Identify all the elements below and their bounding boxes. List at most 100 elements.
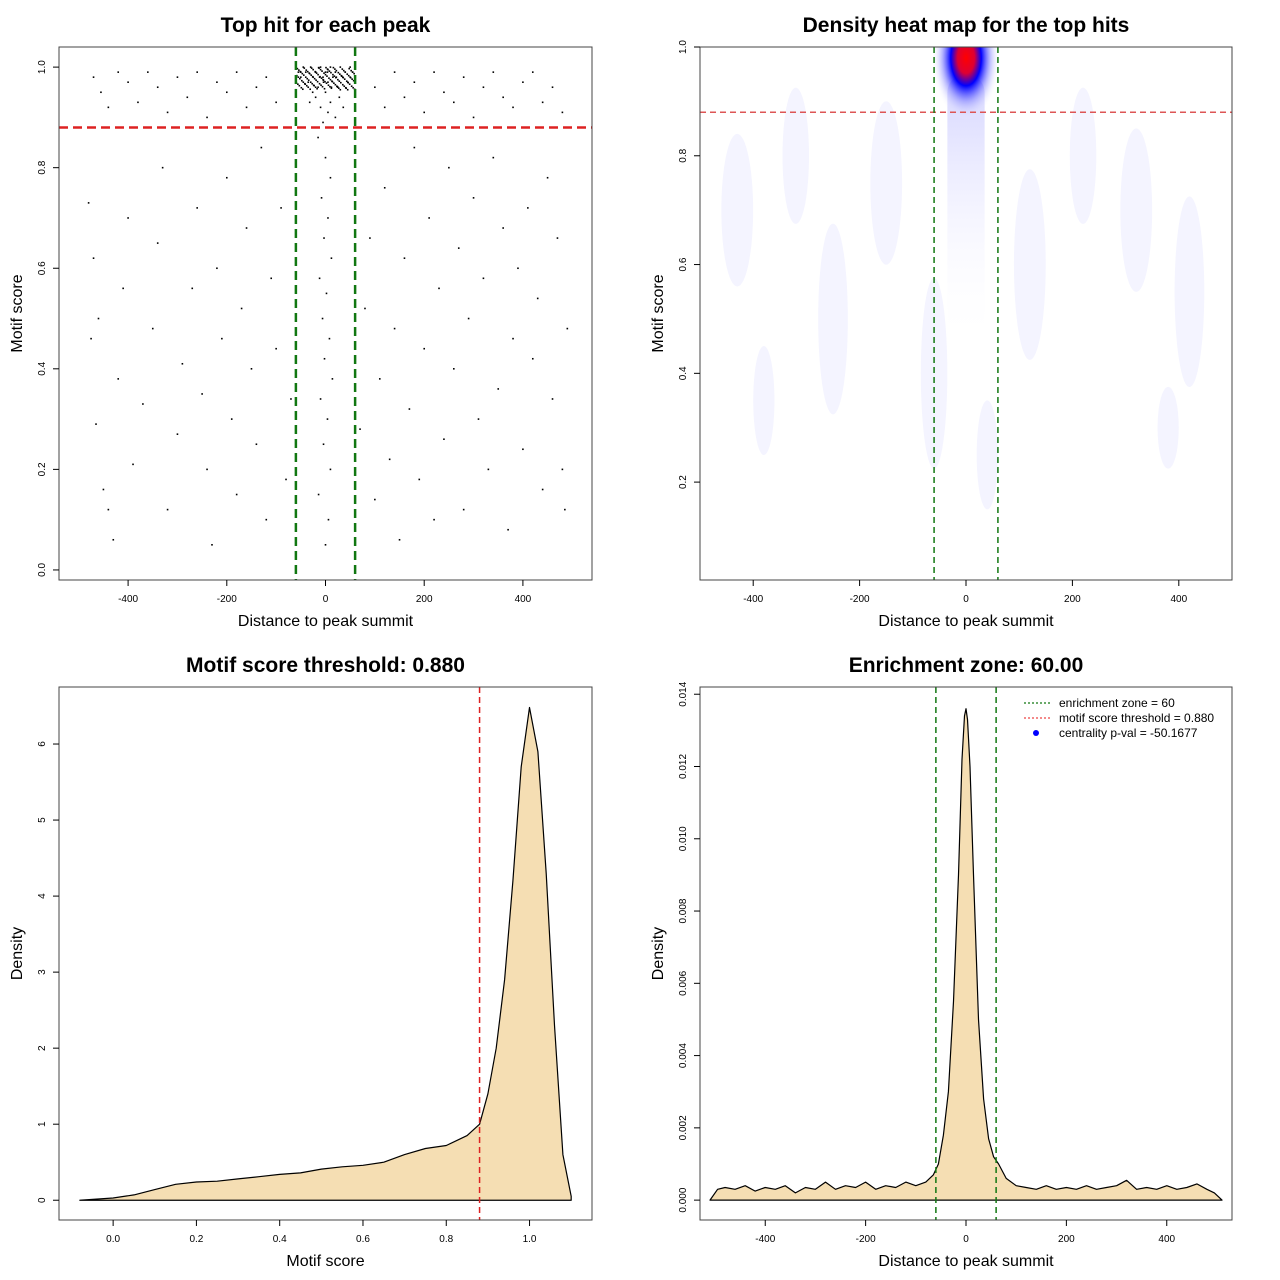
scatter-point [546, 176, 549, 179]
scatter-point [343, 78, 346, 80]
scatter-point [344, 86, 347, 89]
legend-label: motif score threshold = 0.880 [1059, 711, 1214, 725]
x-axis-label: Distance to peak summit [878, 613, 1054, 630]
scatter-point [225, 91, 228, 94]
scatter-point [310, 74, 312, 76]
scatter-point [341, 68, 344, 70]
scatter-point [306, 77, 309, 80]
scatter-point [443, 91, 445, 94]
scatter-point [336, 85, 338, 88]
scatter-point [306, 70, 309, 73]
scatter-point [433, 71, 435, 73]
plot-area [700, 47, 1232, 580]
scatter-point [319, 106, 322, 109]
y-tick-label: 0.8 [678, 148, 689, 162]
scatter-point [467, 317, 470, 320]
x-tick-label: -200 [217, 594, 237, 605]
density-patch [1157, 386, 1179, 469]
y-tick-label: 1 [37, 1121, 48, 1127]
scatter-point [325, 292, 328, 295]
scatter-point [329, 176, 332, 179]
scatter-point [156, 242, 159, 244]
scatter-point [334, 68, 336, 70]
scatter-point [347, 74, 350, 77]
legend-label: centrality p-val = -50.1677 [1059, 726, 1198, 740]
scatter-point [393, 327, 396, 330]
scatter-point [330, 257, 333, 259]
scatter-point [299, 77, 301, 80]
y-tick-label: 0.4 [37, 361, 48, 375]
scatter-point [297, 83, 299, 86]
scatter-point [359, 428, 361, 430]
scatter-point [326, 71, 329, 73]
scatter-point [299, 70, 302, 73]
scatter-point [275, 101, 277, 104]
scatter-point [314, 96, 317, 99]
scatter-point [330, 71, 332, 74]
x-tick-label: -400 [118, 594, 138, 605]
scatter-point [374, 498, 376, 501]
y-tick-label: 0.6 [678, 257, 689, 271]
scatter-point [309, 81, 312, 83]
panel-4: Enrichment zone: 60.00 Distance to peak s… [650, 654, 1233, 1270]
scatter-point [132, 463, 134, 466]
scatter-point [102, 488, 105, 491]
scatter-point [255, 443, 258, 446]
scatter-point [318, 277, 321, 280]
scatter-point [323, 72, 325, 74]
scatter-point [166, 111, 169, 114]
scatter-point [337, 71, 340, 74]
scatter-point [335, 76, 337, 79]
scatter-point [321, 70, 323, 72]
scatter-point [308, 101, 311, 104]
y-tick-label: 0.008 [678, 898, 689, 923]
scatter-point [307, 86, 310, 89]
scatter-point [117, 378, 120, 380]
scatter-point [502, 96, 504, 99]
scatter-point [339, 88, 342, 91]
scatter-point [302, 74, 305, 76]
scatter-point [448, 166, 450, 169]
chart-title: Motif score threshold: 0.880 [186, 654, 465, 677]
y-tick-label: 0.6 [37, 261, 48, 275]
scatter-point [333, 82, 335, 85]
scatter-point [176, 76, 179, 78]
x-tick-label: 200 [1058, 1234, 1075, 1245]
scatter-point [325, 66, 327, 69]
scatter-point [311, 91, 314, 94]
y-tick-label: 0.4 [678, 366, 689, 380]
scatter-point [324, 544, 327, 546]
scatter-point [196, 207, 198, 209]
scatter-point [298, 84, 301, 87]
scatter-point [482, 86, 485, 89]
x-tick-label: 0.6 [356, 1234, 370, 1245]
plot-area [709, 687, 1223, 1220]
density-patch [782, 87, 810, 224]
scatter-point [423, 347, 426, 350]
scatter-point [462, 76, 465, 78]
scatter-point [541, 101, 544, 104]
scatter-point [186, 96, 189, 99]
scatter-point [423, 111, 426, 114]
scatter-point [324, 71, 327, 73]
scatter-point [339, 66, 342, 68]
scatter-point [303, 67, 306, 69]
scatter-point [315, 72, 318, 74]
x-tick-label: -400 [743, 594, 763, 605]
scatter-point [351, 78, 353, 80]
x-tick-label: 400 [515, 594, 532, 605]
y-tick-label: 0.000 [678, 1187, 689, 1212]
scatter-point [398, 538, 401, 541]
scatter-point [300, 86, 303, 89]
scatter-point [245, 106, 248, 109]
scatter-point [311, 82, 313, 85]
x-tick-label: 0 [963, 1234, 969, 1245]
scatter-point [337, 78, 339, 81]
panel-2: Density heat map for the top hits Distanc… [650, 14, 1233, 630]
scatter-point [309, 66, 312, 68]
density-patch [753, 346, 775, 456]
scatter-point [206, 116, 208, 119]
scatter-point [311, 75, 314, 78]
